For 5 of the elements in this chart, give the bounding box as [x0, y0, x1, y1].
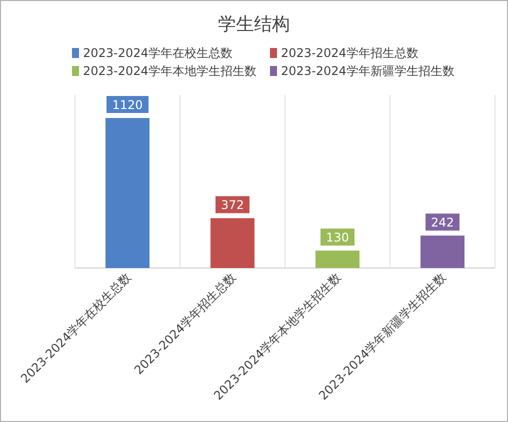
data-label: 242: [431, 216, 454, 230]
data-label: 372: [221, 198, 244, 212]
title: 学生结构: [218, 14, 290, 35]
data-label: 1120: [112, 98, 143, 112]
data-label: 130: [326, 230, 349, 245]
